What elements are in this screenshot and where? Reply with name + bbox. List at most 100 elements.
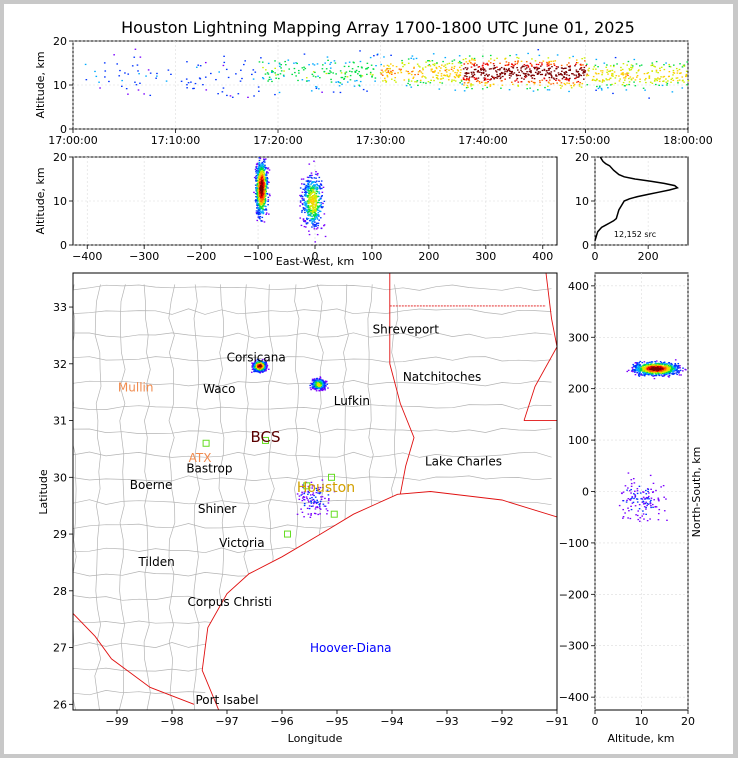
altitude-time-source <box>489 85 492 87</box>
altitude-time-source <box>565 70 567 73</box>
altitude-time-source <box>559 80 561 82</box>
altitude-time-source <box>446 63 449 65</box>
altitude-time-source <box>260 57 262 59</box>
altitude-time-source <box>620 69 622 72</box>
plan-view-source <box>311 378 314 380</box>
place-label: Shiner <box>198 502 237 516</box>
altitude-time-source <box>370 64 373 66</box>
altitude-eastwest-x-tick-label: 200 <box>418 250 439 263</box>
altitude-time-source <box>136 64 139 66</box>
altitude-eastwest-source <box>310 176 312 179</box>
altitude-time-source <box>278 62 281 64</box>
altitude-histogram-x-tick-label: 0 <box>592 250 599 263</box>
plan-view-source <box>259 368 262 371</box>
altitude-time-source <box>344 72 347 74</box>
altitude-eastwest-source <box>264 174 267 177</box>
altitude-time-source <box>517 61 519 63</box>
altitude-eastwest-source <box>320 227 323 229</box>
altitude-eastwest-source <box>259 181 261 184</box>
altitude-eastwest-source <box>259 215 262 218</box>
altitude-time-source <box>555 74 557 76</box>
altitude-time-source <box>473 64 475 67</box>
plan-view-source <box>312 505 314 507</box>
altitude-time-source <box>280 70 283 72</box>
altitude-eastwest-source <box>267 196 270 199</box>
altitude-time-source <box>576 62 579 64</box>
altitude-time-source <box>383 56 385 58</box>
altitude-time-source <box>663 64 665 66</box>
altitude-eastwest-source <box>320 195 323 198</box>
altitude-eastwest-source <box>301 199 304 201</box>
altitude-time-source <box>450 80 453 83</box>
altitude-eastwest-x-tick-label: 400 <box>532 250 553 263</box>
plan-view-source <box>307 485 310 488</box>
altitude-time-source <box>521 65 524 67</box>
altitude-time-source <box>630 78 633 80</box>
altitude-time-source <box>495 70 497 72</box>
altitude-time-source <box>592 68 595 70</box>
altitude-time-source <box>487 75 489 77</box>
altitude-time-source <box>606 84 608 86</box>
altitude-time-source <box>227 76 230 79</box>
northsouth-altitude-source <box>643 369 645 371</box>
altitude-eastwest-source <box>263 198 265 200</box>
altitude-time-source <box>569 69 571 72</box>
altitude-time-source <box>484 74 486 77</box>
altitude-time-source <box>559 84 562 86</box>
plan-view-source <box>320 383 323 385</box>
altitude-time-source <box>576 81 578 83</box>
altitude-time-source <box>611 72 613 75</box>
altitude-eastwest-source <box>301 203 304 205</box>
altitude-time-source <box>548 79 551 81</box>
altitude-time-source <box>568 69 570 71</box>
altitude-time-source <box>455 75 458 77</box>
northsouth-altitude-source <box>654 366 656 368</box>
plan-view-source <box>311 387 314 390</box>
altitude-time-source <box>606 69 609 71</box>
altitude-eastwest-source <box>311 182 314 184</box>
altitude-time-source <box>277 73 279 76</box>
altitude-eastwest-source <box>310 222 313 224</box>
altitude-eastwest-source <box>257 190 259 193</box>
plan-view-source <box>313 385 316 387</box>
altitude-time-source <box>489 62 492 64</box>
altitude-time-source <box>293 67 296 70</box>
plan-view-source <box>255 363 258 366</box>
altitude-eastwest-source <box>264 201 267 203</box>
altitude-eastwest-source <box>258 204 260 206</box>
altitude-time-source <box>500 66 503 69</box>
plan-view-source <box>327 387 329 389</box>
altitude-time-source <box>660 76 662 78</box>
altitude-time-source <box>607 73 609 75</box>
altitude-time-source <box>376 54 379 56</box>
altitude-time-source <box>167 69 170 71</box>
altitude-time-source <box>561 78 564 80</box>
northsouth-altitude-source <box>640 373 643 375</box>
altitude-time-source <box>575 62 578 64</box>
altitude-time-source <box>654 78 656 80</box>
plan-view-source <box>315 386 318 388</box>
altitude-time-source <box>548 76 551 79</box>
northsouth-altitude-source <box>636 371 639 374</box>
altitude-time-source <box>474 68 477 71</box>
altitude-time-source <box>588 67 590 70</box>
altitude-eastwest-source <box>314 214 317 216</box>
altitude-time-source <box>460 79 463 81</box>
altitude-eastwest-source <box>315 209 317 211</box>
altitude-time-source <box>457 76 460 78</box>
altitude-time-source <box>670 78 673 81</box>
plan-view-source <box>310 500 312 503</box>
plan-view-source <box>301 499 304 502</box>
altitude-time-source <box>583 57 586 59</box>
plan-view-y-tick-label: 32 <box>53 358 67 371</box>
altitude-time-source <box>348 61 351 63</box>
altitude-eastwest-source <box>266 180 269 182</box>
altitude-time-source <box>600 89 603 91</box>
altitude-time-source <box>487 81 489 83</box>
altitude-time-source <box>127 93 129 95</box>
altitude-time-source <box>569 68 572 70</box>
altitude-eastwest-source <box>305 186 308 189</box>
altitude-eastwest-source <box>300 194 303 197</box>
altitude-eastwest-source <box>262 166 265 169</box>
